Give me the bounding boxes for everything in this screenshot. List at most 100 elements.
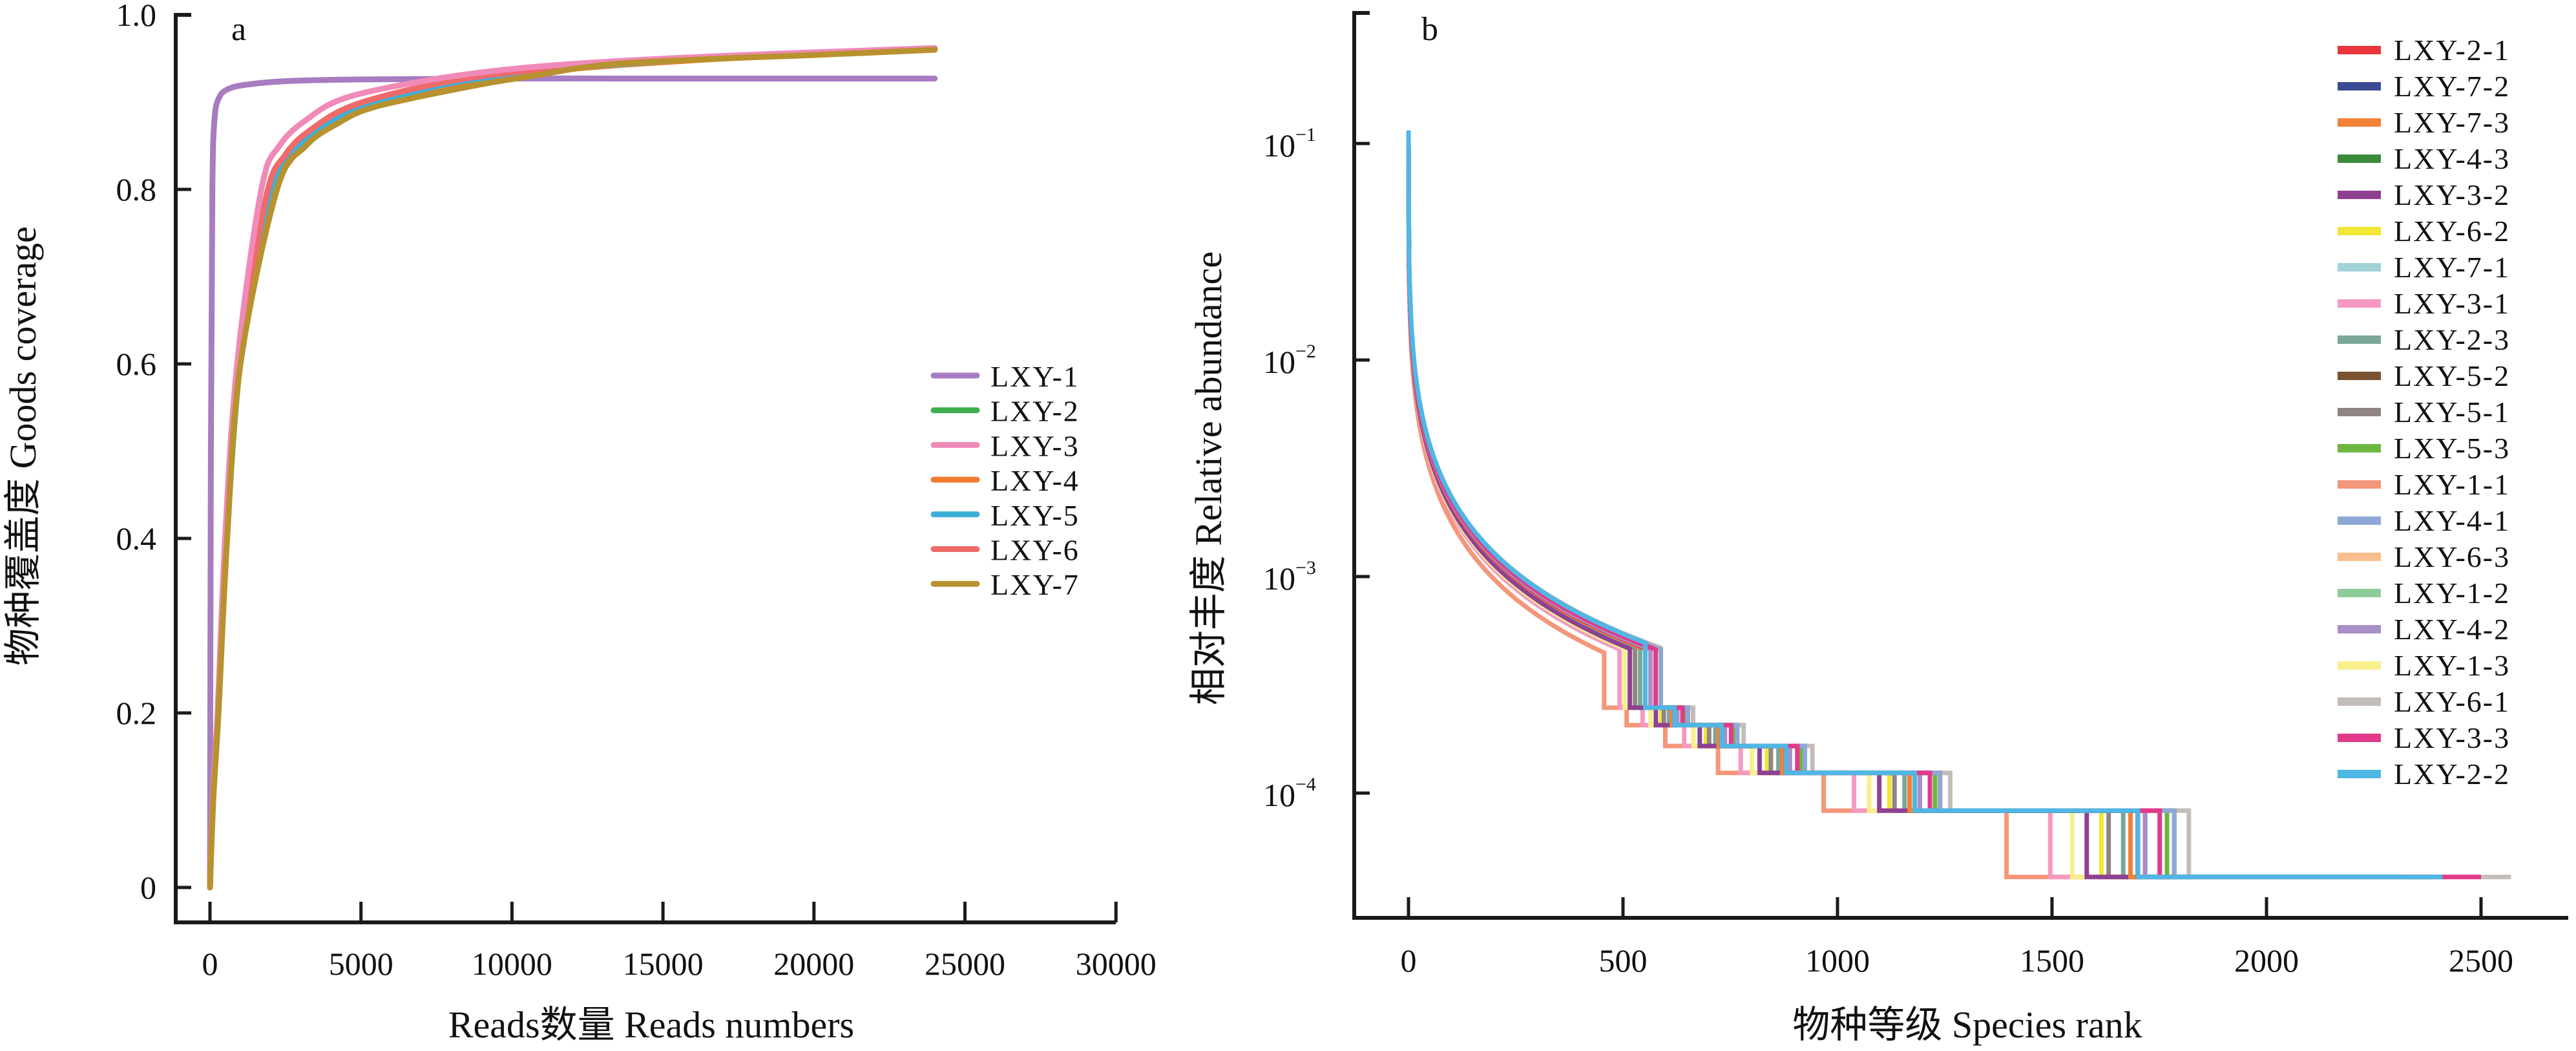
y-axis-label-a: 物种覆盖度 Goods coverage — [2, 226, 44, 666]
y-tick-label-a: 0.6 — [116, 346, 157, 382]
panel-label-a: a — [231, 11, 246, 48]
legend-swatch-b — [2338, 444, 2381, 452]
x-tick-label-a: 10000 — [472, 946, 552, 982]
legend-swatch-b — [2338, 299, 2381, 308]
series-line-lxy-5-2 — [1406, 143, 2434, 880]
x-tick-label-b: 1000 — [1805, 942, 1870, 979]
x-tick-label-a: 5000 — [329, 946, 393, 982]
legend-label-b: LXY-4-2 — [2394, 613, 2510, 646]
legend-swatch-b — [2338, 661, 2381, 670]
y-tick-label-b: 10−2 — [1263, 341, 1316, 380]
legend-swatch-b — [2338, 154, 2381, 163]
series-line-lxy-3-1 — [1406, 143, 2352, 880]
panel-label-b: b — [1421, 11, 1438, 48]
series-line-lxy-1-1 — [1406, 153, 2310, 880]
series-line-lxy-5-3 — [1406, 143, 2430, 880]
series-line-lxy-4-3 — [1406, 143, 2404, 880]
legend-swatch-b — [2338, 697, 2381, 706]
x-tick-label-a: 25000 — [925, 946, 1005, 982]
x-tick-label-a: 15000 — [623, 946, 704, 982]
y-tick-label-b: 10−4 — [1263, 774, 1316, 813]
legend-swatch-b — [2338, 516, 2381, 525]
series-line-lxy-7 — [207, 47, 938, 891]
x-tick-label-b: 0 — [1401, 942, 1417, 979]
legend-label-b: LXY-7-1 — [2394, 251, 2510, 284]
chart-a: a 0 0.2 0.4 0.6 0.8 1.0 0 5000 10000 15000 20000 25… — [2, 0, 1157, 1046]
legend-label-b: LXY-2-1 — [2394, 34, 2510, 67]
y-tick-label-a: 0.2 — [116, 695, 157, 731]
legend-label-a: LXY-3 — [990, 429, 1080, 462]
legend-swatch-b — [2338, 625, 2381, 633]
series-line-lxy-3-2 — [1406, 143, 2374, 880]
x-tick-label-a: 0 — [202, 946, 218, 982]
legend-swatch-b — [2338, 372, 2381, 380]
legend-label-b: LXY-6-1 — [2394, 685, 2510, 718]
series-line-lxy-2-3 — [1406, 143, 2396, 880]
legend-swatch-b — [2338, 82, 2381, 90]
series-line-lxy-5 — [207, 46, 938, 891]
legend-label-b: LXY-3-2 — [2394, 178, 2510, 211]
y-tick-label-b: 10−3 — [1263, 557, 1316, 597]
legend-label-b: LXY-5-3 — [2394, 432, 2510, 465]
y-tick-label-exponent: −1 — [1295, 124, 1316, 145]
x-tick-label-b: 2000 — [2234, 942, 2299, 979]
series-line-lxy-4 — [207, 47, 938, 891]
series-line-lxy-3-3 — [1406, 143, 2481, 880]
legend-label-b: LXY-1-1 — [2394, 468, 2510, 501]
y-tick-label-base: 10 — [1263, 777, 1295, 813]
legend-swatch-b — [2338, 734, 2381, 742]
series-line-lxy-1-3 — [1406, 143, 2344, 880]
legend-swatch-b — [2338, 480, 2381, 489]
series-line-lxy-6-3 — [1406, 143, 2404, 880]
series-line-lxy-3 — [207, 45, 938, 891]
series-line-lxy-2-1 — [1406, 143, 2409, 880]
x-tick-label-a: 20000 — [773, 946, 854, 982]
x-tick-label-b: 500 — [1599, 942, 1648, 979]
legend-label-b: LXY-1-3 — [2394, 649, 2510, 682]
series-line-lxy-7-3 — [1406, 143, 2396, 880]
chart-b: b 10−110−210−310−40 500 1000 1500 2000 2500 物… — [1188, 11, 2568, 1046]
legend-swatch-b — [2338, 46, 2381, 54]
legend-label-b: LXY-7-2 — [2394, 70, 2510, 103]
y-axis-label-b: 相对丰度 Relative abundance — [1188, 251, 1230, 705]
y-tick-label-base: 10 — [1263, 560, 1295, 597]
x-tick-label-b: 2500 — [2449, 942, 2513, 979]
y-tick-label-exponent: −3 — [1295, 557, 1316, 579]
legend-swatch-b — [2338, 335, 2381, 344]
legend-label-b: LXY-2-3 — [2394, 323, 2510, 356]
legend-label-b: LXY-3-3 — [2394, 721, 2510, 754]
y-tick-label-exponent: −2 — [1295, 341, 1316, 362]
series-line-lxy-2 — [207, 46, 938, 891]
series-line-lxy-4-2 — [1406, 143, 2417, 880]
x-axis-label-a: Reads数量 Reads numbers — [448, 1004, 854, 1046]
y-tick-label-base: 10 — [1263, 344, 1295, 380]
legend-swatch-b — [2338, 191, 2381, 199]
legend-label-b: LXY-6-3 — [2394, 540, 2510, 573]
legend-swatch-b — [2338, 408, 2381, 416]
legend-label-b: LXY-2-2 — [2394, 758, 2510, 791]
legend-label-b: LXY-4-1 — [2394, 504, 2510, 537]
y-tick-label-a: 0.4 — [116, 520, 157, 557]
legend-label-a: LXY-5 — [990, 499, 1080, 532]
x-tick-label-a: 30000 — [1076, 946, 1157, 982]
series-line-lxy-1-2 — [1406, 143, 2400, 880]
legend-label-a: LXY-2 — [990, 395, 1080, 428]
axis-line-a — [174, 13, 1116, 924]
legend-label-a: LXY-1 — [990, 360, 1080, 393]
y-tick-label-a: 1.0 — [116, 0, 157, 33]
series-line-lxy-2-2 — [1406, 130, 2443, 880]
legend-swatch-b — [2338, 589, 2381, 597]
y-tick-label-base: 10 — [1263, 127, 1295, 164]
x-axis-label-b: 物种等级 Species rank — [1792, 1004, 2142, 1046]
legend-label-b: LXY-6-2 — [2394, 215, 2510, 248]
legend-label-b: LXY-7-3 — [2394, 106, 2510, 139]
legend-label-a: LXY-7 — [990, 568, 1080, 601]
legend-swatch-b — [2338, 770, 2381, 778]
chart-b-axes: 10−110−210−310−40 500 1000 1500 2000 2500 — [1263, 11, 2568, 979]
legend-swatch-b — [2338, 227, 2381, 235]
axis-line-b — [1352, 11, 2568, 920]
x-tick-label-b: 1500 — [2020, 942, 2084, 979]
series-line-lxy-1 — [207, 75, 938, 891]
